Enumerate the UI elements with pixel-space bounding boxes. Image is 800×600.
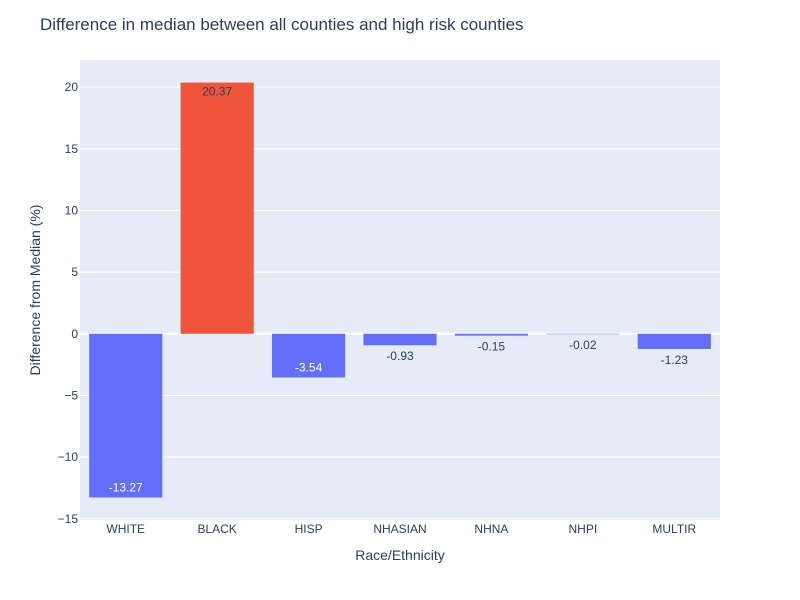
x-axis-ticks: WHITE BLACK HISP NHASIAN NHNA NHPI MULTIR bbox=[106, 522, 696, 536]
plot-area bbox=[80, 60, 720, 520]
x-axis-title: Race/Ethnicity bbox=[355, 547, 444, 563]
x-tick-label: NHPI bbox=[569, 522, 598, 536]
bar-nhna bbox=[454, 333, 528, 336]
bar-hisp bbox=[272, 333, 346, 378]
bar-black bbox=[180, 82, 254, 334]
bar-value-label: -0.15 bbox=[478, 340, 506, 354]
bar-nhpi bbox=[546, 333, 620, 335]
y-axis-ticks: 20 15 10 5 0 −5 −10 −15 bbox=[58, 80, 79, 526]
bar-value-labels: -13.27 20.37 -3.54 -0.93 -0.15 -0.02 -1.23 bbox=[109, 85, 689, 495]
bar-multir bbox=[637, 333, 711, 349]
x-tick-label: MULTIR bbox=[652, 522, 696, 536]
x-tick-label: NHASIAN bbox=[373, 522, 426, 536]
y-tick-label: 0 bbox=[71, 327, 78, 341]
x-tick-label: NHNA bbox=[474, 522, 508, 536]
x-tick-label: WHITE bbox=[106, 522, 145, 536]
bar-value-label: 20.37 bbox=[202, 85, 232, 99]
y-tick-label: −10 bbox=[58, 450, 79, 464]
bar-nhasian bbox=[363, 333, 437, 346]
bar-value-label: -1.23 bbox=[661, 353, 689, 367]
chart-title: Difference in median between all countie… bbox=[40, 15, 524, 34]
y-tick-label: 10 bbox=[65, 203, 79, 217]
bars bbox=[89, 82, 711, 498]
bar-value-label: -13.27 bbox=[109, 480, 143, 494]
bar-white bbox=[89, 333, 163, 498]
y-tick-label: −15 bbox=[58, 512, 79, 526]
y-tick-label: 20 bbox=[65, 80, 79, 94]
bar-value-label: -3.54 bbox=[295, 360, 323, 374]
y-axis-title: Difference from Median (%) bbox=[27, 205, 43, 376]
bar-value-label: -0.93 bbox=[386, 349, 414, 363]
x-tick-label: HISP bbox=[295, 522, 323, 536]
bar-value-label: -0.02 bbox=[569, 338, 597, 352]
x-tick-label: BLACK bbox=[197, 522, 236, 536]
y-tick-label: 15 bbox=[65, 142, 79, 156]
y-tick-label: −5 bbox=[64, 388, 78, 402]
y-tick-label: 5 bbox=[71, 265, 78, 279]
